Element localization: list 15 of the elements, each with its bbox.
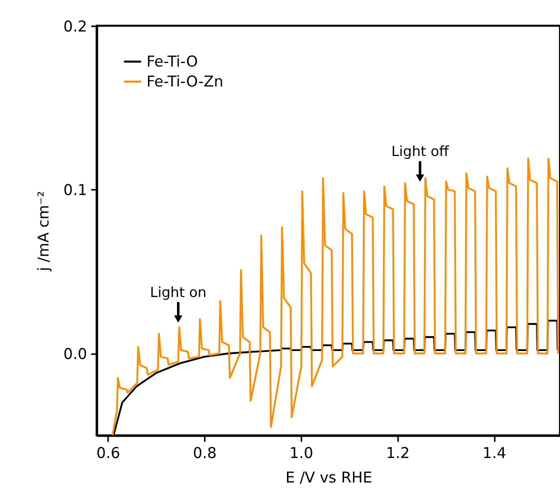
annotation: Light on <box>150 285 207 302</box>
y-tick-label: 0.0 <box>63 344 88 363</box>
x-tick-label: 1.4 <box>482 444 506 462</box>
y-tick-label: 0.2 <box>63 17 88 36</box>
x-tick-label: 0.8 <box>192 444 217 462</box>
y-axis-title: j /mA cm⁻² <box>34 191 52 272</box>
y-tick-label: 0.1 <box>63 181 88 200</box>
line-series <box>112 158 559 436</box>
x-tick-label: 1.2 <box>386 444 410 462</box>
annotation: Light off <box>391 144 450 160</box>
legend-label: Fe-Ti-O-Zn <box>146 72 224 91</box>
x-axis-title: E /V vs RHE <box>286 468 372 487</box>
x-tick-label: 1.0 <box>289 444 314 462</box>
x-tick-label: 0.6 <box>96 444 120 462</box>
legend-label: Fe-Ti-O <box>146 52 198 71</box>
